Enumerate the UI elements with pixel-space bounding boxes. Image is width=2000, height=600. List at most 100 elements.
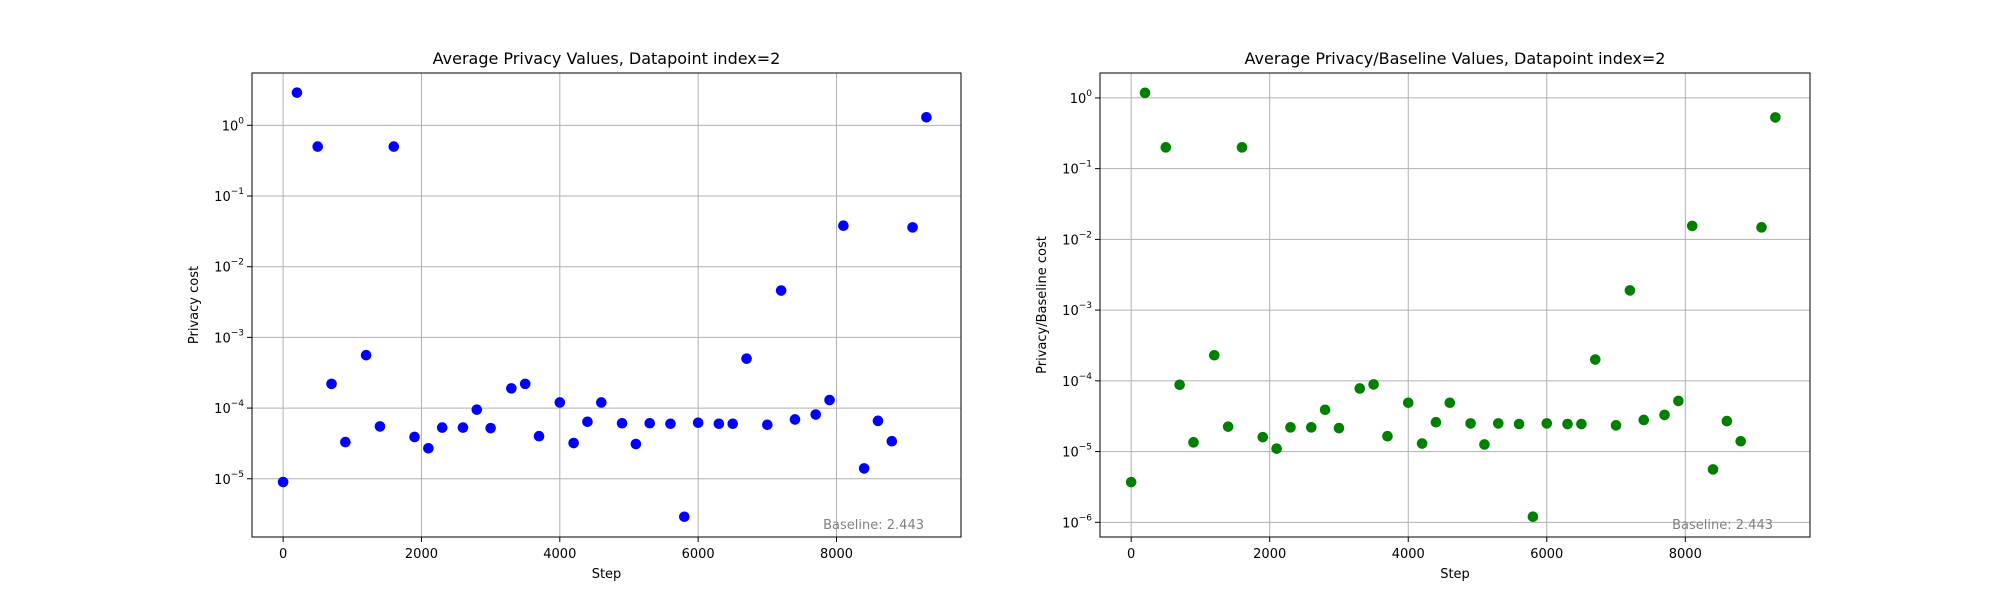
privacy-chart-point <box>858 463 870 474</box>
privacy-baseline-chart-grid <box>1100 73 1810 537</box>
privacy-chart-point <box>886 435 898 447</box>
privacy-baseline-chart-point <box>1139 87 1151 99</box>
privacy-chart-point <box>921 111 932 123</box>
privacy-chart-point <box>485 422 496 434</box>
privacy-baseline-chart-point <box>1188 437 1199 448</box>
privacy-chart-point <box>436 422 448 433</box>
privacy-baseline-chart-y-tick-label: 10−6 <box>1062 513 1092 531</box>
privacy-baseline-chart-point <box>1160 142 1172 153</box>
privacy-chart-point <box>630 438 642 450</box>
privacy-chart-point <box>727 418 739 430</box>
privacy-chart-y-tick-label: 10−1 <box>214 187 244 205</box>
privacy-chart-points <box>277 87 932 523</box>
privacy-chart-y-axis-label: Privacy cost <box>187 266 202 344</box>
privacy-chart-point <box>374 421 386 432</box>
privacy-baseline-chart-point <box>1368 379 1379 390</box>
privacy-chart-point <box>838 220 849 232</box>
privacy-chart-x-tick-label: 6000 <box>682 547 715 562</box>
privacy-baseline-chart-panel: 0 2000 4000 6000 8000 10−6 10−5 10−4 10−3 10−2 10−… <box>1035 49 1811 582</box>
privacy-baseline-chart-point <box>1659 409 1670 421</box>
privacy-baseline-chart-point <box>1638 414 1650 426</box>
privacy-baseline-chart-y-tick-label: 10−5 <box>1062 443 1092 461</box>
privacy-baseline-chart-x-tick-label: 6000 <box>1530 547 1563 562</box>
privacy-baseline-chart-point <box>1770 112 1781 123</box>
privacy-chart-baseline-annotation: Baseline: 2.443 <box>823 518 924 533</box>
privacy-chart-point <box>616 417 628 429</box>
privacy-chart-point <box>741 353 752 364</box>
privacy-baseline-chart-y-axis-label: Privacy/Baseline cost <box>1035 236 1050 374</box>
privacy-chart-frame <box>251 72 962 538</box>
privacy-baseline-chart-point <box>1271 443 1282 454</box>
privacy-chart-point <box>872 415 884 427</box>
privacy-baseline-chart-frame <box>1099 72 1811 538</box>
privacy-chart-point <box>506 383 517 394</box>
privacy-baseline-chart-baseline-annotation: Baseline: 2.443 <box>1672 518 1773 533</box>
privacy-baseline-chart-point <box>1333 422 1345 434</box>
privacy-chart-x-tick-label: 0 <box>279 547 287 562</box>
privacy-baseline-chart-point <box>1492 418 1504 429</box>
privacy-baseline-chart-y-tick-label: 10−3 <box>1062 301 1092 319</box>
privacy-chart-point <box>326 378 337 390</box>
privacy-chart-x-tick-label: 8000 <box>820 547 853 562</box>
privacy-baseline-chart-point <box>1236 142 1248 153</box>
privacy-chart-point <box>789 414 801 425</box>
privacy-chart-point <box>312 141 324 152</box>
privacy-baseline-chart-y-tick-label: 10−1 <box>1062 160 1092 178</box>
privacy-chart-point <box>340 436 351 448</box>
privacy-baseline-chart-x-tick-label: 2000 <box>1253 547 1286 562</box>
privacy-chart-point <box>582 416 593 428</box>
privacy-chart-point <box>554 397 566 408</box>
privacy-chart-grid <box>252 73 961 537</box>
privacy-chart-point <box>907 222 918 233</box>
privacy-baseline-chart-point <box>1416 438 1428 449</box>
privacy-baseline-chart-point <box>1479 439 1490 450</box>
privacy-baseline-chart-point <box>1562 418 1573 430</box>
privacy-baseline-chart-point <box>1589 354 1601 365</box>
privacy-chart-point <box>824 394 835 406</box>
privacy-baseline-chart-point <box>1305 422 1317 433</box>
privacy-chart-point <box>596 397 607 408</box>
privacy-baseline-chart-point <box>1319 404 1331 416</box>
privacy-baseline-chart-point <box>1430 416 1442 428</box>
privacy-chart-point <box>692 417 704 429</box>
privacy-chart-y-tick-label: 10−3 <box>214 328 244 346</box>
privacy-baseline-chart-x-tick-label: 8000 <box>1669 547 1702 562</box>
privacy-chart-point <box>471 404 483 415</box>
privacy-baseline-chart-point <box>1686 220 1698 232</box>
privacy-chart-point <box>360 349 372 361</box>
privacy-chart-point <box>519 378 531 390</box>
privacy-baseline-chart-point <box>1444 397 1456 409</box>
privacy-baseline-chart-point <box>1707 464 1719 475</box>
privacy-baseline-chart-point <box>1354 383 1366 394</box>
privacy-baseline-chart-point <box>1527 511 1539 523</box>
privacy-baseline-chart-y-tick-label: 10−2 <box>1062 230 1092 248</box>
privacy-baseline-chart-point <box>1208 349 1220 361</box>
privacy-baseline-chart-point <box>1756 222 1767 233</box>
privacy-chart-point <box>457 422 469 433</box>
privacy-baseline-chart-point <box>1624 285 1636 296</box>
privacy-baseline-chart-point <box>1735 435 1747 447</box>
privacy-chart-point <box>810 409 822 420</box>
privacy-baseline-chart-point <box>1465 418 1476 429</box>
privacy-baseline-chart-title: Average Privacy/Baseline Values, Datapoi… <box>1245 49 1666 68</box>
privacy-chart-point <box>423 442 434 454</box>
privacy-chart-point <box>775 285 787 296</box>
privacy-chart-point <box>762 419 773 431</box>
privacy-baseline-chart-point <box>1125 476 1137 488</box>
privacy-baseline-chart-point <box>1285 422 1296 433</box>
privacy-baseline-chart-point <box>1576 418 1587 430</box>
privacy-chart-ticks: 0 2000 4000 6000 8000 10−5 10−4 10−3 10−2 10−1 100 <box>214 116 853 562</box>
privacy-chart-x-axis-label: Step <box>592 567 622 582</box>
privacy-chart-y-tick-label: 100 <box>222 116 245 134</box>
privacy-chart-point <box>533 430 545 442</box>
privacy-chart-point <box>388 141 400 152</box>
privacy-baseline-chart-point <box>1721 415 1733 427</box>
privacy-chart-point <box>713 418 725 430</box>
privacy-baseline-chart-point <box>1610 420 1622 431</box>
privacy-chart-y-tick-label: 10−5 <box>214 470 244 488</box>
privacy-chart-point <box>679 511 690 523</box>
privacy-baseline-chart-point <box>1382 430 1393 442</box>
privacy-chart-point <box>568 437 579 449</box>
privacy-baseline-chart-y-tick-label: 100 <box>1070 89 1093 107</box>
